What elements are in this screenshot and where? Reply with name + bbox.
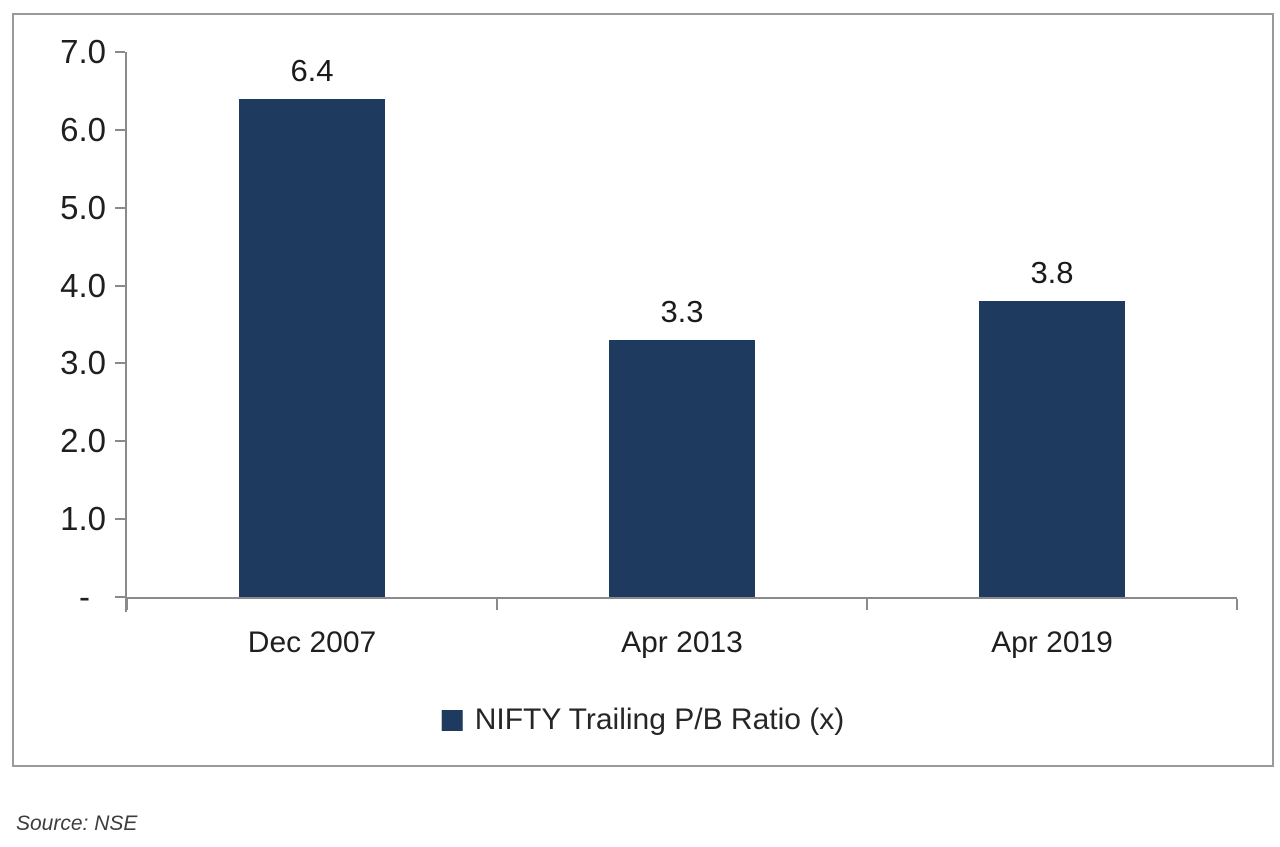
plot-area: 7.0 6.0 5.0 4.0 3.0 2.0 1.0 - 6.4 Dec 2007 3.3 Apr … [14, 15, 1272, 765]
bar-value-label: 6.4 [290, 52, 334, 88]
x-axis-tick [496, 599, 498, 610]
y-tick-label: - [79, 578, 90, 615]
y-tick-label: 6.0 [60, 110, 106, 148]
y-axis-tick [115, 51, 125, 53]
bar-value-label: 3.3 [660, 294, 704, 330]
y-axis-line [125, 52, 127, 612]
x-axis-tick [866, 599, 868, 610]
bar [979, 301, 1125, 597]
y-tick-label: 1.0 [60, 500, 106, 538]
x-axis-line [127, 597, 1237, 599]
y-axis-tick [115, 206, 125, 209]
bar-value-label: 3.8 [1030, 255, 1074, 291]
y-tick-label: 3.0 [60, 344, 106, 382]
legend-label: NIFTY Trailing P/B Ratio (x) [474, 703, 845, 736]
y-axis-tick [115, 284, 125, 287]
y-tick-label: 4.0 [60, 266, 106, 304]
x-axis-tick [1236, 599, 1238, 610]
y-axis-tick [115, 362, 125, 365]
x-category-label: Apr 2019 [991, 626, 1113, 659]
y-axis-tick [115, 596, 125, 598]
bar [609, 340, 755, 597]
x-category-label: Apr 2013 [621, 626, 743, 659]
bar [239, 98, 385, 597]
y-axis-tick [115, 518, 125, 521]
y-tick-label: 2.0 [60, 422, 106, 460]
legend-square-icon [441, 709, 463, 731]
y-tick-label: 5.0 [60, 188, 106, 226]
source-note: Source: NSE [16, 812, 138, 835]
x-category-label: Dec 2007 [247, 626, 377, 659]
y-tick-label: 7.0 [60, 33, 106, 70]
chart-frame: 7.0 6.0 5.0 4.0 3.0 2.0 1.0 - 6.4 Dec 2007 3.3 Apr … [12, 13, 1274, 767]
x-axis-tick [126, 599, 128, 610]
y-axis-tick [115, 440, 125, 443]
y-axis-tick [115, 128, 125, 131]
legend: NIFTY Trailing P/B Ratio (x) [441, 703, 845, 737]
